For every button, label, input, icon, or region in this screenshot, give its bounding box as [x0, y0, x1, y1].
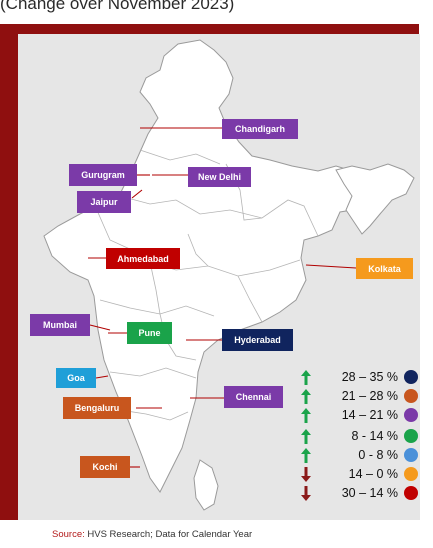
legend-item: 30 – 14 % [300, 485, 420, 502]
source-note: Source: HVS Research; Data for Calendar … [52, 529, 252, 540]
leader-lines [88, 127, 357, 468]
city-label-gurugram: Gurugram [69, 164, 137, 186]
arrow-up-icon [301, 429, 311, 444]
leader-jaipur [131, 189, 143, 199]
city-label-new-delhi: New Delhi [188, 167, 251, 187]
city-label-bengaluru: Bengaluru [63, 397, 131, 419]
legend-item: 14 – 0 % [300, 466, 420, 483]
city-label-chandigarh: Chandigarh [222, 119, 298, 139]
legend-label: 21 – 28 % [341, 389, 398, 403]
legend-label: 28 – 35 % [341, 370, 398, 384]
arrow-down-icon [301, 467, 311, 482]
city-label-hyderabad: Hyderabad [222, 329, 293, 351]
city-label-kochi: Kochi [80, 456, 130, 478]
legend-item: 28 – 35 % [300, 369, 420, 386]
city-label-mumbai: Mumbai [30, 314, 90, 336]
sri-lanka-shape [193, 459, 219, 511]
legend-item: 21 – 28 % [300, 388, 420, 405]
city-label-ahmedabad: Ahmedabad [106, 248, 180, 269]
leader-mumbai [89, 324, 111, 331]
legend-dot [404, 408, 418, 422]
legend-label: 8 - 14 % [351, 429, 398, 443]
legend-label: 14 – 0 % [348, 467, 398, 481]
leader-kolkata [305, 264, 357, 269]
city-label-pune: Pune [127, 322, 172, 344]
legend-dot [404, 448, 418, 462]
arrow-up-icon [301, 389, 311, 404]
arrow-down-icon [301, 486, 311, 501]
source-text: HVS Research; Data for Calendar Year [84, 529, 253, 540]
city-label-jaipur: Jaipur [77, 191, 131, 213]
legend-dot [404, 389, 418, 403]
map-title: (Change over November 2023) [0, 0, 235, 13]
leader-goa [95, 375, 109, 379]
legend-label: 30 – 14 % [341, 486, 398, 500]
legend-dot [404, 467, 418, 481]
legend-dot [404, 486, 418, 500]
city-label-goa: Goa [56, 368, 96, 388]
legend-item: 14 – 21 % [300, 407, 420, 424]
arrow-up-icon [301, 408, 311, 423]
legend-dot [404, 429, 418, 443]
legend-label: 0 - 8 % [358, 448, 398, 462]
legend-item: 8 - 14 % [300, 428, 420, 445]
legend-item: 0 - 8 % [300, 447, 420, 464]
city-label-kolkata: Kolkata [356, 258, 413, 279]
arrow-up-icon [301, 448, 311, 463]
india-northeast-shape [335, 163, 415, 235]
arrow-up-icon [301, 370, 311, 385]
city-label-chennai: Chennai [224, 386, 283, 408]
legend-label: 14 – 21 % [341, 408, 398, 422]
source-prefix: Source: [52, 529, 85, 540]
india-mainland-shape [43, 39, 361, 493]
legend-dot [404, 370, 418, 384]
